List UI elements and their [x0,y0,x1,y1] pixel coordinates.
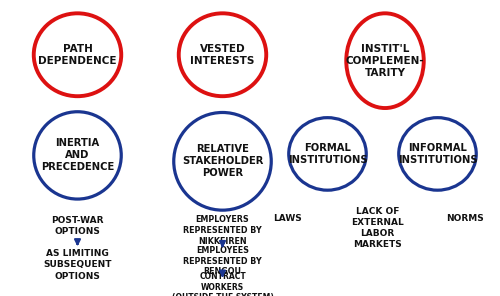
Text: AS LIMITING
SUBSEQUENT
OPTIONS: AS LIMITING SUBSEQUENT OPTIONS [44,249,112,281]
Text: CONTRACT
WORKERS
(OUTSIDE THE SYSTEM): CONTRACT WORKERS (OUTSIDE THE SYSTEM) [172,272,274,296]
Text: LACK OF
EXTERNAL
LABOR
MARKETS: LACK OF EXTERNAL LABOR MARKETS [351,207,404,249]
Text: INERTIA
AND
PRECEDENCE: INERTIA AND PRECEDENCE [41,139,114,172]
Text: INSTIT'L
COMPLEMEN-
TARITY: INSTIT'L COMPLEMEN- TARITY [346,44,424,78]
Text: VESTED
INTERESTS: VESTED INTERESTS [190,44,254,66]
Text: RELATIVE
STAKEHOLDER
POWER: RELATIVE STAKEHOLDER POWER [182,144,263,178]
Text: EMPLOYERS
REPRESENTED BY
NIKKEIREN: EMPLOYERS REPRESENTED BY NIKKEIREN [183,215,262,246]
Text: NORMS: NORMS [446,214,484,223]
Text: LAWS: LAWS [273,214,302,223]
Text: INFORMAL
INSTITUTIONS: INFORMAL INSTITUTIONS [398,143,477,165]
Text: EMPLOYEES
REPRESENTED BY
RENGOU: EMPLOYEES REPRESENTED BY RENGOU [183,246,262,276]
Text: POST-WAR
OPTIONS: POST-WAR OPTIONS [52,216,104,237]
Text: FORMAL
INSTITUTIONS: FORMAL INSTITUTIONS [288,143,368,165]
Text: PATH
DEPENDENCE: PATH DEPENDENCE [38,44,117,66]
